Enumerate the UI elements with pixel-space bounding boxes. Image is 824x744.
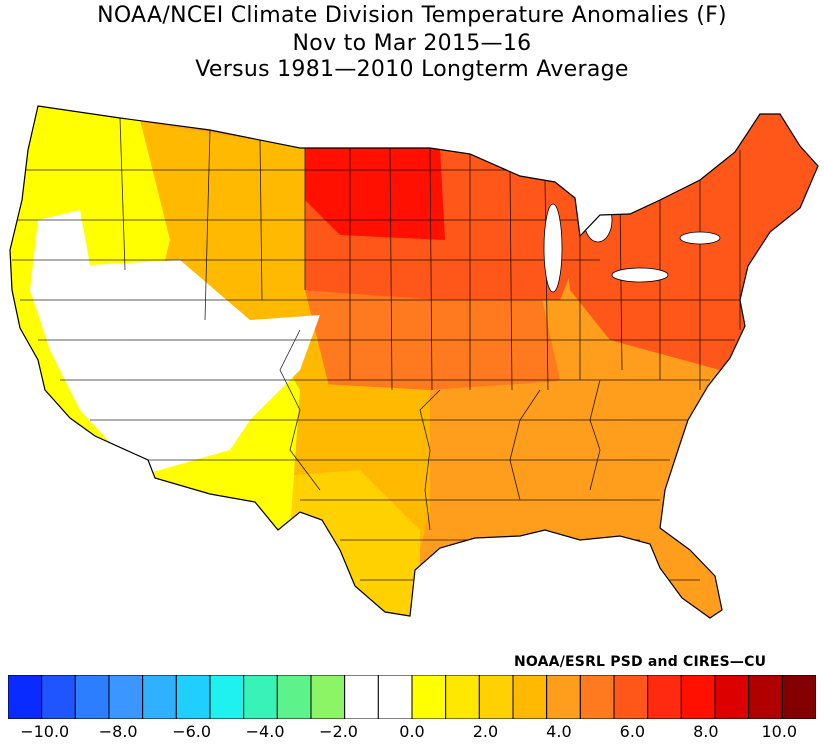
- legend-bin: [512, 675, 548, 719]
- legend-bin: [175, 675, 211, 719]
- division-lines: [12, 117, 741, 581]
- legend-bin: [714, 675, 750, 719]
- credit-text: NOAA/ESRL PSD and CIRES—CU: [514, 654, 767, 670]
- legend-bin: [411, 675, 447, 719]
- legend-bin: [546, 675, 581, 719]
- legend-tick-label: 6.0: [619, 722, 646, 741]
- legend-bin: [41, 675, 76, 719]
- legend-tick-label: −2.0: [319, 722, 358, 741]
- legend-bin: [781, 675, 816, 719]
- title-line-1: NOAA/NCEI Climate Division Temperature A…: [97, 3, 727, 28]
- lake-erie: [611, 267, 669, 283]
- legend-bin: [310, 675, 346, 719]
- legend-bin: [142, 675, 177, 719]
- legend-bin: [344, 675, 379, 719]
- title-line-2: Nov to Mar 2015—16: [292, 31, 532, 56]
- legend-bin: [276, 675, 312, 719]
- title-line-3: Versus 1981—2010 Longterm Average: [195, 57, 629, 82]
- legend-bin: [209, 675, 245, 719]
- legend-bin: [243, 675, 278, 719]
- legend-bin: [445, 675, 480, 719]
- region-great-basin: [30, 210, 320, 475]
- legend-bin: [74, 675, 110, 719]
- region-northern-plains: [305, 148, 445, 240]
- lake-michigan: [543, 203, 563, 293]
- legend-bin: [613, 675, 649, 719]
- color-legend: [8, 675, 816, 719]
- legend-tick-label: −8.0: [98, 722, 138, 741]
- lake-ontario: [679, 231, 721, 245]
- legend-tick-label: 2.0: [472, 722, 499, 741]
- legend-tick-label: 8.0: [693, 722, 719, 741]
- lake-huron: [583, 197, 613, 243]
- legend-tick-label: 10.0: [761, 722, 798, 741]
- legend-bin: [478, 675, 514, 719]
- us-anomaly-map: [9, 105, 819, 619]
- legend-bin: [748, 675, 783, 719]
- legend-bin: [647, 675, 682, 719]
- legend-bin: [8, 675, 43, 719]
- legend-bin: [579, 675, 615, 719]
- legend-tick-label: 0.0: [399, 722, 425, 741]
- legend-tick-label: −10.0: [20, 722, 70, 741]
- legend-bin: [680, 675, 716, 719]
- legend-bin: [108, 675, 144, 719]
- legend-tick-label: −6.0: [172, 722, 212, 741]
- legend-tick-label: 4.0: [546, 722, 572, 741]
- legend-bin: [377, 675, 413, 719]
- legend-tick-label: −4.0: [245, 722, 285, 741]
